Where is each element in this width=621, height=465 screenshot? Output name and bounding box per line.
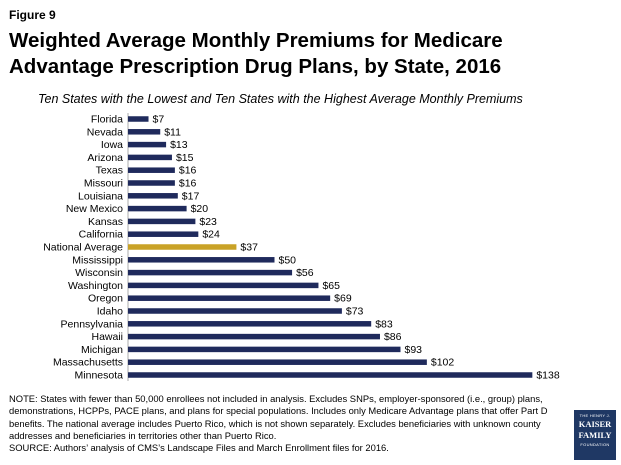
bar-new-mexico	[128, 205, 187, 212]
category-label-iowa: Iowa	[101, 139, 123, 151]
category-label-minnesota: Minnesota	[75, 370, 124, 382]
source-text: SOURCE: Authors’ analysis of CMS’s Lands…	[9, 442, 389, 454]
bar-florida	[128, 116, 149, 122]
bar-oregon	[128, 295, 331, 301]
bar-mississippi	[128, 257, 275, 263]
bar-iowa	[128, 141, 167, 148]
category-label-kansas: Kansas	[88, 216, 123, 228]
bar-massachusetts	[128, 359, 427, 365]
bar-hawaii	[128, 333, 380, 340]
bar-missouri	[128, 180, 175, 186]
bar-pennsylvania	[128, 321, 372, 327]
category-label-oregon: Oregon	[88, 293, 123, 305]
logo-line-2: KAISER	[578, 419, 612, 429]
bar-arizona	[128, 154, 172, 161]
value-label-kansas: $23	[199, 216, 217, 228]
bar-kansas	[128, 218, 196, 225]
category-label-mississippi: Mississippi	[72, 254, 123, 266]
value-label-louisiana: $17	[182, 190, 200, 202]
category-label-wisconsin: Wisconsin	[75, 267, 123, 279]
category-label-washington: Washington	[68, 280, 123, 292]
bar-michigan	[128, 346, 401, 353]
bar-wisconsin	[128, 269, 293, 276]
kff-logo: THE HENRY J. KAISER FAMILY FOUNDATION	[574, 410, 616, 460]
value-label-national-average: $37	[240, 242, 258, 254]
category-label-florida: Florida	[91, 114, 123, 126]
category-label-pennsylvania: Pennsylvania	[61, 318, 124, 330]
value-label-pennsylvania: $83	[375, 318, 393, 330]
bar-california	[128, 231, 199, 237]
chart-title: Weighted Average Monthly Premiums for Me…	[9, 29, 503, 78]
category-label-california: California	[79, 229, 124, 241]
bar-washington	[128, 282, 319, 289]
value-label-oregon: $69	[334, 293, 352, 305]
value-label-florida: $7	[153, 114, 165, 126]
category-label-texas: Texas	[96, 165, 123, 177]
category-label-massachusetts: Massachusetts	[53, 357, 123, 369]
note-text: NOTE: States with fewer than 50,000 enro…	[9, 393, 548, 441]
value-label-new-mexico: $20	[191, 203, 209, 215]
logo-line-4: FOUNDATION	[580, 442, 610, 447]
value-label-missouri: $16	[179, 178, 197, 190]
category-label-arizona: Arizona	[87, 152, 123, 164]
bar-louisiana	[128, 193, 178, 199]
bar-national-average	[128, 244, 237, 250]
bar-chart: Florida $7 Nevada $11 Iowa $13 Arizona $15 Texas…	[43, 113, 560, 382]
chart-notes: NOTE: States with fewer than 50,000 enro…	[9, 393, 564, 454]
category-label-missouri: Missouri	[84, 178, 123, 190]
category-label-hawaii: Hawaii	[91, 331, 123, 343]
category-label-national-average: National Average	[43, 242, 123, 254]
value-label-mississippi: $50	[279, 254, 297, 266]
value-label-california: $24	[202, 229, 220, 241]
value-label-michigan: $93	[404, 344, 422, 356]
bar-idaho	[128, 308, 342, 314]
value-label-nevada: $11	[164, 126, 181, 138]
logo-line-3: FAMILY	[578, 430, 612, 440]
value-label-washington: $65	[322, 280, 340, 292]
value-label-wisconsin: $56	[296, 267, 314, 279]
bar-texas	[128, 167, 175, 173]
chart-subtitle: Ten States with the Lowest and Ten State…	[38, 92, 523, 106]
bar-minnesota	[128, 372, 533, 378]
logo-line-1: THE HENRY J.	[579, 413, 611, 418]
category-label-nevada: Nevada	[87, 126, 123, 138]
category-label-michigan: Michigan	[81, 344, 123, 356]
value-label-hawaii: $86	[384, 331, 402, 343]
value-label-massachusetts: $102	[431, 357, 455, 369]
category-label-idaho: Idaho	[97, 306, 123, 318]
figure-label: Figure 9	[9, 8, 56, 22]
value-label-idaho: $73	[346, 306, 364, 318]
value-label-texas: $16	[179, 165, 197, 177]
value-label-arizona: $15	[176, 152, 194, 164]
value-label-iowa: $13	[170, 139, 188, 151]
category-label-new-mexico: New Mexico	[66, 203, 123, 215]
category-label-louisiana: Louisiana	[78, 190, 123, 202]
bar-nevada	[128, 129, 161, 135]
value-label-minnesota: $138	[536, 370, 560, 382]
